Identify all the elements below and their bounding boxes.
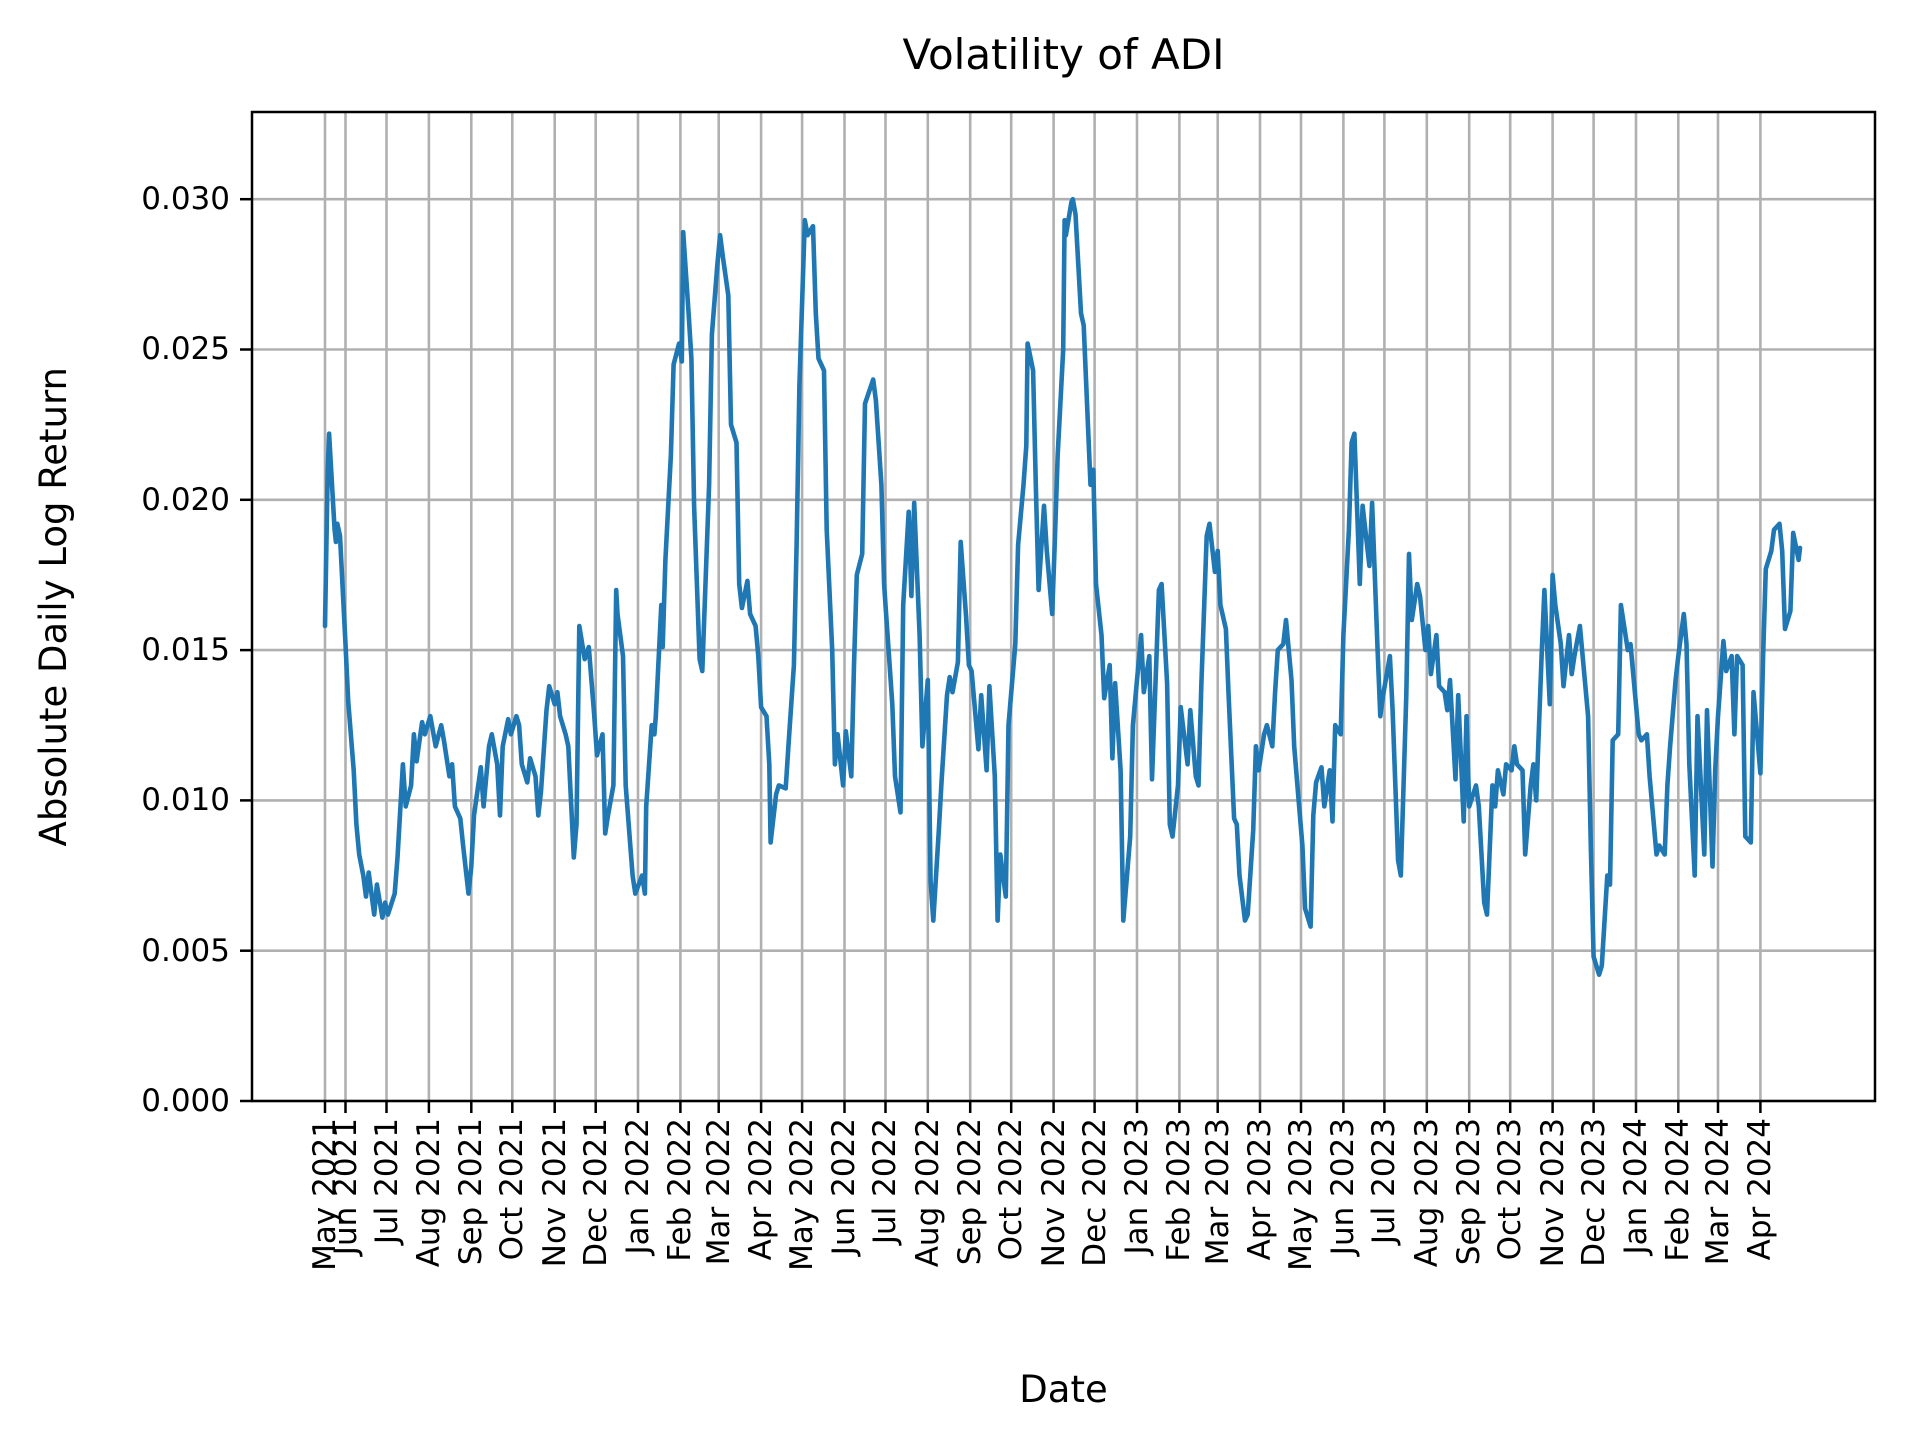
x-tick-label: Nov 2022 (1035, 1118, 1072, 1268)
y-axis-label-box: Absolute Daily Log Return (26, 112, 80, 1101)
x-tick-label: Sep 2022 (952, 1118, 989, 1266)
y-tick-label: 0.025 (141, 331, 230, 368)
x-tick-label: Mar 2024 (1699, 1118, 1736, 1266)
x-tick-label: Jul 2021 (368, 1118, 405, 1245)
x-tick-label: Apr 2024 (1742, 1118, 1779, 1261)
axes-spines (250, 110, 1877, 1103)
x-tick-label: Oct 2021 (494, 1118, 531, 1261)
x-tick-label: Jan 2022 (620, 1118, 657, 1255)
x-tick-label: Aug 2023 (1408, 1118, 1445, 1268)
x-tick-label: Aug 2022 (909, 1118, 946, 1268)
x-tick-label: Dec 2021 (577, 1118, 614, 1267)
x-tick-label: Jul 2023 (1366, 1118, 1403, 1245)
x-tick-label: Apr 2023 (1242, 1118, 1279, 1261)
x-tick-label: Sep 2023 (1451, 1118, 1488, 1266)
x-axis-label: Date (1019, 1368, 1108, 1411)
x-tick-label: Dec 2023 (1575, 1118, 1612, 1267)
y-tick-label: 0.010 (141, 782, 230, 819)
x-tick-label: Apr 2022 (743, 1118, 780, 1261)
x-tick-label: Oct 2022 (993, 1118, 1030, 1261)
y-tick-label: 0.005 (141, 932, 230, 969)
y-tick-label: 0.020 (141, 481, 230, 518)
x-tick-label: May 2022 (784, 1118, 821, 1271)
x-tick-label: Feb 2024 (1660, 1118, 1697, 1262)
volatility-data-line (322, 196, 1803, 978)
x-tick-label: Jun 2022 (826, 1118, 863, 1256)
x-tick-label: Dec 2022 (1076, 1118, 1113, 1267)
y-tick-label: 0.000 (141, 1083, 230, 1119)
x-tick-label: Jul 2022 (867, 1118, 904, 1245)
y-axis-label: Absolute Daily Log Return (31, 366, 75, 847)
x-tick-label: Mar 2022 (700, 1118, 737, 1266)
x-tick-label: Aug 2021 (410, 1118, 447, 1268)
x-tick-label: Jun 2023 (1325, 1118, 1362, 1256)
x-tick-label: Nov 2023 (1534, 1118, 1571, 1268)
x-tick-label: Jan 2024 (1617, 1118, 1654, 1255)
x-tick-label: Mar 2023 (1199, 1118, 1236, 1266)
y-tick-label: 0.015 (141, 632, 230, 669)
x-tick-label: Feb 2023 (1161, 1118, 1198, 1262)
x-tick-label: Jun 2021 (327, 1118, 364, 1256)
x-tick-label: May 2023 (1283, 1118, 1320, 1271)
x-tick-label: Nov 2021 (536, 1118, 573, 1268)
chart-title: Volatility of ADI (902, 30, 1225, 79)
x-tick-label: Sep 2021 (453, 1118, 490, 1266)
x-tick-label: Oct 2023 (1492, 1118, 1529, 1261)
x-tick-label: Jan 2023 (1119, 1118, 1155, 1255)
x-tick-label: Feb 2022 (662, 1118, 699, 1262)
y-tick-label: 0.030 (141, 181, 230, 218)
